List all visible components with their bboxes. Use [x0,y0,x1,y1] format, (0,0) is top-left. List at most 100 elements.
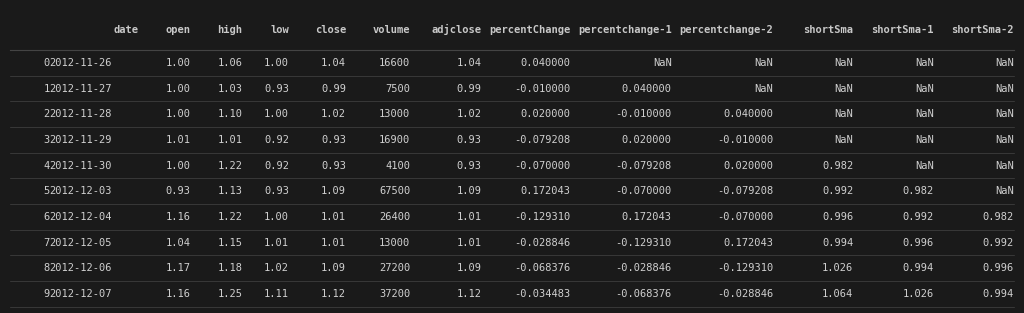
Text: 1: 1 [43,84,50,94]
Text: 0.982: 0.982 [982,212,1014,222]
Text: 1.03: 1.03 [217,84,243,94]
Text: 0.996: 0.996 [902,238,934,248]
Text: percentchange-2: percentchange-2 [679,25,773,35]
Text: 0.992: 0.992 [822,186,853,196]
Text: -0.010000: -0.010000 [615,109,672,119]
Text: -0.079208: -0.079208 [717,186,773,196]
Text: 7500: 7500 [385,84,411,94]
Text: percentChange: percentChange [489,25,570,35]
Text: NaN: NaN [995,161,1014,171]
Text: 2012-12-03: 2012-12-03 [50,186,113,196]
Text: 1.00: 1.00 [264,109,289,119]
Text: 1.00: 1.00 [264,212,289,222]
Text: 9: 9 [43,289,50,299]
Text: shortSma-2: shortSma-2 [951,25,1014,35]
Text: 1.01: 1.01 [321,238,346,248]
Text: 1.01: 1.01 [166,135,190,145]
Text: 5: 5 [43,186,50,196]
Text: 1.04: 1.04 [166,238,190,248]
Text: 0.020000: 0.020000 [723,161,773,171]
Text: NaN: NaN [914,135,934,145]
Text: 1.02: 1.02 [457,109,481,119]
Text: 27200: 27200 [379,263,411,273]
Text: 1.13: 1.13 [217,186,243,196]
Text: 0.172043: 0.172043 [723,238,773,248]
Text: 1.12: 1.12 [321,289,346,299]
Text: high: high [217,25,243,35]
Text: 0.020000: 0.020000 [520,109,570,119]
Text: 0.020000: 0.020000 [622,135,672,145]
Text: -0.010000: -0.010000 [514,84,570,94]
Text: 1.02: 1.02 [321,109,346,119]
Text: 8: 8 [43,263,50,273]
Text: 2012-12-07: 2012-12-07 [50,289,113,299]
Text: 1.16: 1.16 [166,289,190,299]
Text: 0.982: 0.982 [822,161,853,171]
Text: 0.93: 0.93 [166,186,190,196]
Text: 0.982: 0.982 [902,186,934,196]
Text: -0.129310: -0.129310 [514,212,570,222]
Text: 0.994: 0.994 [902,263,934,273]
Text: 0.994: 0.994 [822,238,853,248]
Text: 0.99: 0.99 [321,84,346,94]
Text: -0.034483: -0.034483 [514,289,570,299]
Text: 1.10: 1.10 [217,109,243,119]
Text: 1.064: 1.064 [822,289,853,299]
Text: 2012-11-29: 2012-11-29 [50,135,113,145]
Text: 1.026: 1.026 [822,263,853,273]
Text: 4: 4 [43,161,50,171]
Text: 1.11: 1.11 [264,289,289,299]
Text: 1.15: 1.15 [217,238,243,248]
Text: 13000: 13000 [379,109,411,119]
Text: -0.010000: -0.010000 [717,135,773,145]
Text: NaN: NaN [995,109,1014,119]
Text: 1.09: 1.09 [321,186,346,196]
Text: 1.01: 1.01 [457,238,481,248]
Text: 0: 0 [43,58,50,68]
Text: NaN: NaN [914,58,934,68]
Text: 4100: 4100 [385,161,411,171]
Text: 0.994: 0.994 [982,289,1014,299]
Text: 1.12: 1.12 [457,289,481,299]
Text: 0.93: 0.93 [264,84,289,94]
Text: 0.92: 0.92 [264,161,289,171]
Text: 0.92: 0.92 [264,135,289,145]
Text: 7: 7 [43,238,50,248]
Text: adjclose: adjclose [432,24,481,35]
Text: NaN: NaN [755,84,773,94]
Text: 1.09: 1.09 [457,186,481,196]
Text: 0.93: 0.93 [264,186,289,196]
Text: 1.18: 1.18 [217,263,243,273]
Text: -0.079208: -0.079208 [514,135,570,145]
Text: 1.22: 1.22 [217,161,243,171]
Text: 1.00: 1.00 [166,109,190,119]
Text: NaN: NaN [835,84,853,94]
Text: 2012-12-04: 2012-12-04 [50,212,113,222]
Text: 0.992: 0.992 [982,238,1014,248]
Text: shortSma: shortSma [803,25,853,35]
Text: percentchange-1: percentchange-1 [579,25,672,35]
Text: 26400: 26400 [379,212,411,222]
Text: volume: volume [373,25,411,35]
Text: 0.93: 0.93 [457,161,481,171]
Text: 1.00: 1.00 [166,161,190,171]
Text: -0.070000: -0.070000 [615,186,672,196]
Text: 2012-12-06: 2012-12-06 [50,263,113,273]
Text: -0.028846: -0.028846 [514,238,570,248]
Text: 2012-11-27: 2012-11-27 [50,84,113,94]
Text: -0.079208: -0.079208 [615,161,672,171]
Text: 0.996: 0.996 [982,263,1014,273]
Text: 0.172043: 0.172043 [520,186,570,196]
Text: 0.93: 0.93 [321,161,346,171]
Text: 0.996: 0.996 [822,212,853,222]
Text: 0.172043: 0.172043 [622,212,672,222]
Text: 2012-11-30: 2012-11-30 [50,161,113,171]
Text: -0.070000: -0.070000 [514,161,570,171]
Text: -0.129310: -0.129310 [717,263,773,273]
Text: -0.068376: -0.068376 [615,289,672,299]
Text: 0.992: 0.992 [902,212,934,222]
Text: 13000: 13000 [379,238,411,248]
Text: NaN: NaN [755,58,773,68]
Text: NaN: NaN [835,58,853,68]
Text: 2012-12-05: 2012-12-05 [50,238,113,248]
